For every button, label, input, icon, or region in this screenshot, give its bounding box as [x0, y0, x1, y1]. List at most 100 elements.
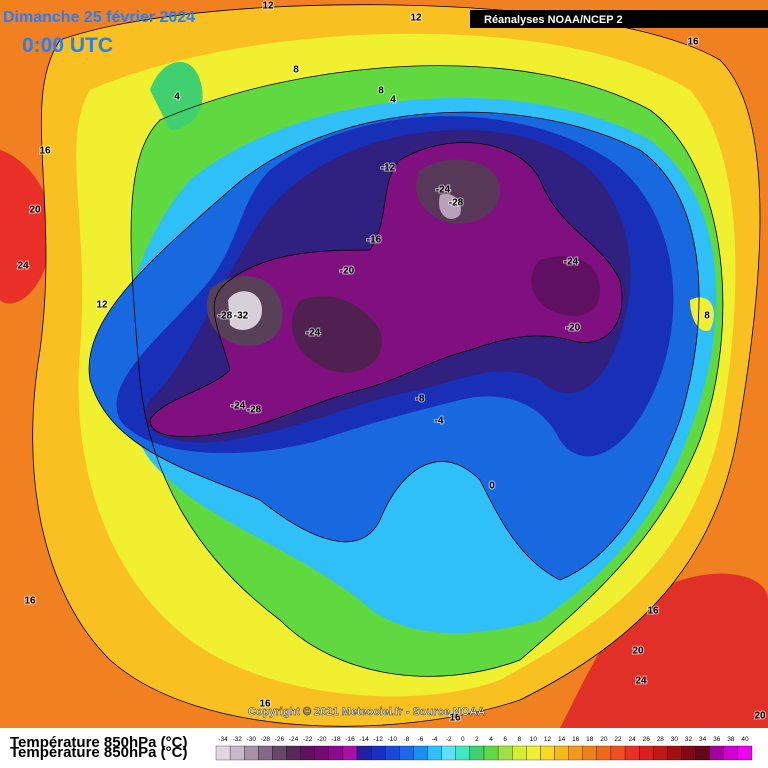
contour-label: -20: [566, 323, 581, 334]
legend-swatch: [427, 745, 442, 761]
legend-tick-label: 36: [713, 736, 721, 743]
contour-label: -32: [234, 311, 249, 322]
contour-label: -24: [436, 185, 451, 196]
contour-label: 20: [632, 646, 644, 657]
contour-label: 16: [259, 699, 271, 710]
legend-swatch: [399, 745, 414, 761]
legend-swatch: [314, 745, 329, 761]
temperature-field: [0, 0, 768, 728]
legend-swatch: [272, 745, 287, 761]
legend-tick-label: 10: [530, 736, 538, 743]
contour-label: 16: [39, 146, 51, 157]
legend-swatch: [624, 745, 640, 761]
legend-tick-label: -16: [345, 736, 355, 743]
legend-swatch: [244, 745, 259, 761]
contour-label: 4: [390, 95, 396, 106]
legend-tick-label: 26: [643, 736, 651, 743]
legend-tick-label: 18: [586, 736, 594, 743]
date-title: Dimanche 25 février 2024: [3, 9, 195, 26]
legend-swatch: [554, 745, 569, 761]
contour-label: 20: [29, 205, 41, 216]
contour-label: 16: [24, 596, 36, 607]
legend-tick-label: 32: [685, 736, 693, 743]
legend-swatch: [286, 745, 301, 761]
contour-label: -28: [449, 198, 464, 209]
contour-label: -12: [381, 163, 396, 174]
legend-tick-label: -12: [374, 736, 384, 743]
legend-tick-label: 8: [517, 736, 521, 743]
legend-swatch: [639, 745, 654, 761]
legend-tick-label: -34: [218, 736, 228, 743]
contour-labels: 121216884416202412-12-24-28-16-20-24-208…: [16, 0, 767, 725]
legend-tick-label: -20: [317, 736, 327, 743]
contour-label: -8: [416, 394, 425, 405]
contour-label: -24: [306, 328, 321, 339]
legend-tick-label: -32: [232, 736, 242, 743]
legend-tick-label: 38: [727, 736, 735, 743]
legend-swatch: [385, 745, 400, 761]
contour-label: 4: [174, 92, 180, 103]
legend-tick-label: -30: [247, 736, 257, 743]
legend-tick-label: -4: [432, 736, 438, 743]
contour-label: -4: [435, 416, 444, 427]
legend-tick-label: 6: [503, 736, 507, 743]
legend-swatch: [300, 745, 315, 761]
legend-swatch: [356, 745, 372, 761]
legend-tick-label: -26: [275, 736, 285, 743]
legend-scale: -34 -32 -30 -28 -26 -24 -22 -20 -18 -16 -14 -12 -10-…: [215, 736, 753, 761]
contour-label: 0: [489, 481, 495, 492]
legend-tick-label: -2: [446, 736, 452, 743]
contour-label: 24: [635, 676, 647, 687]
legend-tick-label: -14: [359, 736, 369, 743]
legend-swatch: [229, 745, 245, 761]
legend-swatch: [737, 745, 753, 761]
legend-title: Température 850hPa (°C): [10, 734, 187, 751]
contour-label: 12: [262, 1, 274, 12]
legend-tick-label: 28: [657, 736, 665, 743]
legend-tick-label: 30: [671, 736, 679, 743]
legend-swatch: [215, 745, 231, 761]
contour-label: 16: [647, 606, 659, 617]
legend-tick-label: 12: [544, 736, 552, 743]
legend-swatch: [483, 745, 499, 761]
legend-swatch: [568, 745, 583, 761]
contour-label: 8: [293, 65, 299, 76]
legend-swatch: [342, 745, 358, 761]
legend-title-shadow: Température 850hPa (°C): [10, 744, 187, 761]
source-label: Réanalyses NOAA/NCEP 2: [484, 14, 623, 26]
legend-tick-label: 20: [600, 736, 608, 743]
legend-tick-label: -22: [303, 736, 313, 743]
legend-swatch: [653, 745, 668, 761]
legend-tick-label: -10: [388, 736, 398, 743]
legend-tick-label: 4: [489, 736, 493, 743]
legend-swatch: [441, 745, 456, 761]
legend-tick-label: -6: [418, 736, 424, 743]
contour-label: 12: [410, 13, 422, 24]
contour-label: -24: [564, 257, 579, 268]
legend-tick-label: -18: [331, 736, 341, 743]
legend-tick-label: 34: [699, 736, 707, 743]
legend-tick-label: 14: [558, 736, 566, 743]
source-box: [470, 10, 768, 28]
contour-label: -28: [218, 311, 233, 322]
legend-swatch: [328, 745, 344, 761]
legend-swatch: [582, 745, 597, 761]
contour-label: 20: [754, 711, 766, 722]
legend-tick-label: 24: [628, 736, 636, 743]
legend-swatch: [258, 745, 273, 761]
contour-label: -24: [231, 401, 246, 412]
legend-swatch: [540, 745, 555, 761]
legend-swatch: [512, 745, 527, 761]
legend-swatch: [709, 745, 724, 761]
contour-label: 16: [687, 37, 699, 48]
legend-tick-label: -8: [404, 736, 410, 743]
isotherms: [32, 4, 761, 727]
contour-label: 8: [378, 86, 384, 97]
legend-tick-label: 22: [614, 736, 622, 743]
legend-tick-label: 0: [461, 736, 465, 743]
contour-label: 8: [704, 311, 710, 322]
contour-label: 24: [17, 261, 29, 272]
time-title: 0:00 UTC: [22, 34, 113, 57]
legend-tick-label: -28: [261, 736, 271, 743]
